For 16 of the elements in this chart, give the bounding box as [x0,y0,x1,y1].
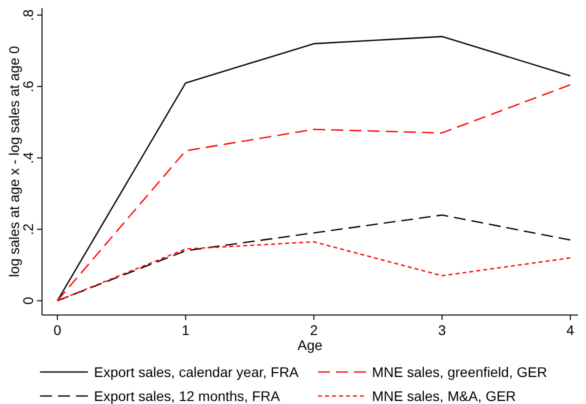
y-tick-label: 0 [20,296,36,305]
legend-label: Export sales, 12 months, FRA [94,388,281,404]
x-axis-title: Age [298,337,323,353]
x-tick-label: 3 [438,322,446,338]
y-tick-label: .4 [20,152,36,164]
y-tick-label: .2 [20,223,36,236]
legend-label: Export sales, calendar year, FRA [94,364,300,380]
x-tick-label: 4 [566,322,574,338]
y-tick-label: .8 [20,9,36,21]
legend-label: MNE sales, greenfield, GER [372,364,548,380]
x-tick-label: 1 [182,322,190,338]
legend-label: MNE sales, M&A, GER [372,388,516,404]
y-tick-label: .6 [20,80,36,92]
x-tick-label: 0 [53,322,62,338]
y-axis-title: log sales at age x - log sales at age 0 [6,46,22,278]
x-tick-label: 2 [310,322,318,338]
